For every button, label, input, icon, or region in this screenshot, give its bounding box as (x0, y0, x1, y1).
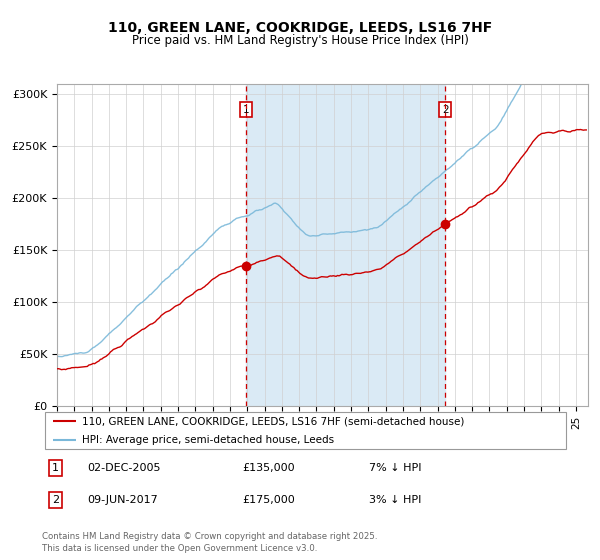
Text: £175,000: £175,000 (242, 495, 295, 505)
Text: 09-JUN-2017: 09-JUN-2017 (87, 495, 158, 505)
Text: 1: 1 (52, 463, 59, 473)
Text: HPI: Average price, semi-detached house, Leeds: HPI: Average price, semi-detached house,… (82, 435, 334, 445)
Text: 2: 2 (52, 495, 59, 505)
Bar (246, 84, 445, 406)
Text: 02-DEC-2005: 02-DEC-2005 (87, 463, 160, 473)
Text: 110, GREEN LANE, COOKRIDGE, LEEDS, LS16 7HF: 110, GREEN LANE, COOKRIDGE, LEEDS, LS16 … (108, 21, 492, 35)
Text: 110, GREEN LANE, COOKRIDGE, LEEDS, LS16 7HF (semi-detached house): 110, GREEN LANE, COOKRIDGE, LEEDS, LS16 … (82, 417, 464, 426)
FancyBboxPatch shape (44, 412, 566, 449)
Text: 7% ↓ HPI: 7% ↓ HPI (370, 463, 422, 473)
Text: £135,000: £135,000 (242, 463, 295, 473)
Text: 1: 1 (242, 105, 249, 115)
Text: Contains HM Land Registry data © Crown copyright and database right 2025.
This d: Contains HM Land Registry data © Crown c… (42, 533, 377, 553)
Text: Price paid vs. HM Land Registry's House Price Index (HPI): Price paid vs. HM Land Registry's House … (131, 34, 469, 46)
Text: 3% ↓ HPI: 3% ↓ HPI (370, 495, 422, 505)
Text: 2: 2 (442, 105, 448, 115)
